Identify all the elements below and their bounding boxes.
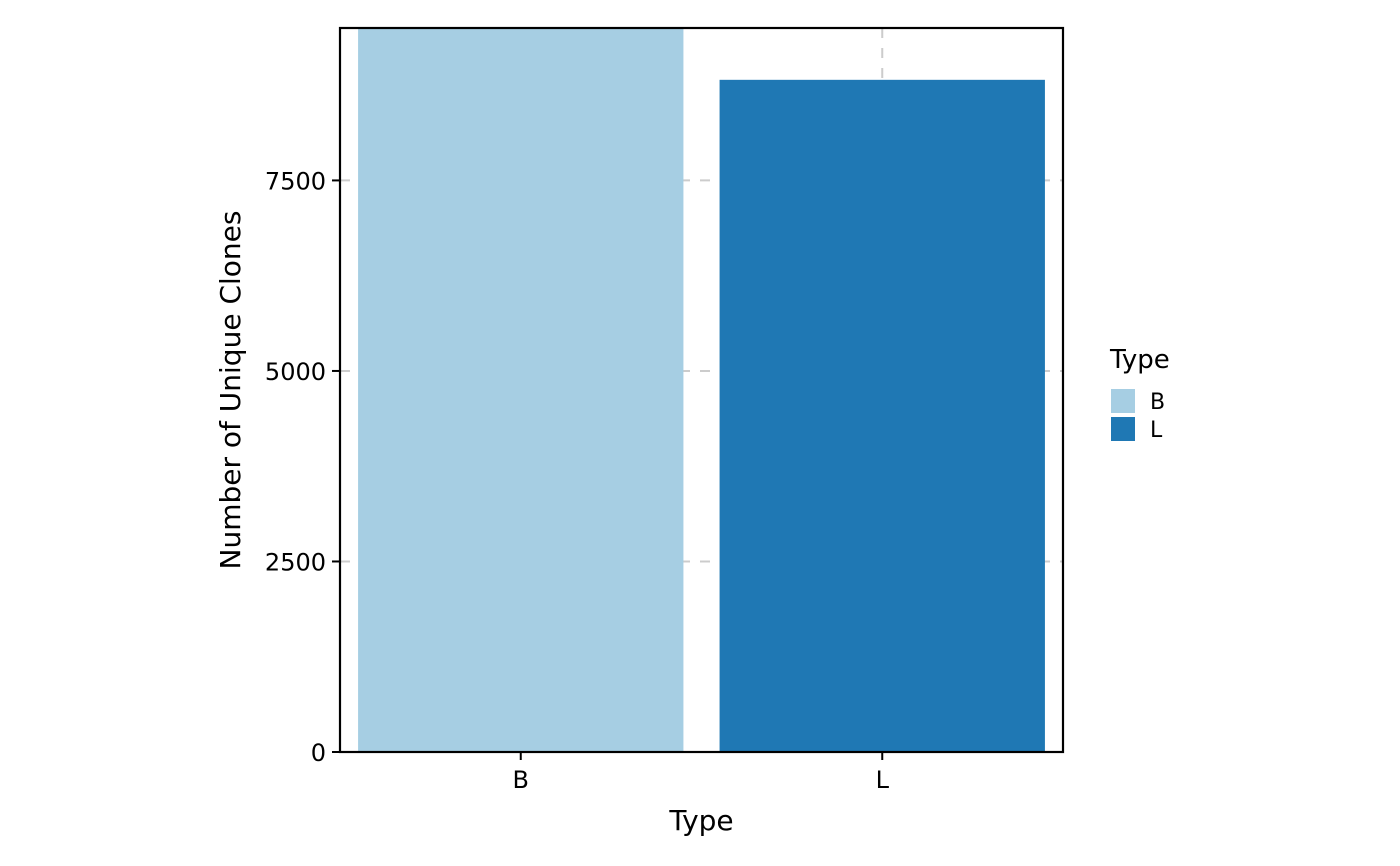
legend-label-l: L [1150, 418, 1163, 443]
y-tick-label: 7500 [265, 167, 326, 195]
legend-title: Type [1109, 345, 1170, 375]
bars [358, 28, 1045, 752]
x-tick-label: B [513, 766, 529, 794]
axes: 0 2500 5000 7500 B L [265, 167, 890, 794]
y-axis-title: Number of Unique Clones [214, 211, 247, 570]
bar-b [358, 28, 684, 752]
x-axis-title: Type [668, 804, 733, 837]
legend-label-b: B [1150, 390, 1165, 415]
plot-panel-border [338, 26, 1065, 754]
y-tick-label: 0 [311, 739, 326, 767]
legend-items: BL [1111, 389, 1165, 443]
y-tick-label: 5000 [265, 358, 326, 386]
x-tick-label: L [876, 766, 890, 794]
legend: Type BL [1109, 345, 1170, 443]
bar-l [719, 79, 1045, 752]
y-tick-label: 2500 [265, 548, 326, 576]
legend-swatch-b [1111, 389, 1135, 413]
legend-swatch-l [1111, 417, 1135, 441]
